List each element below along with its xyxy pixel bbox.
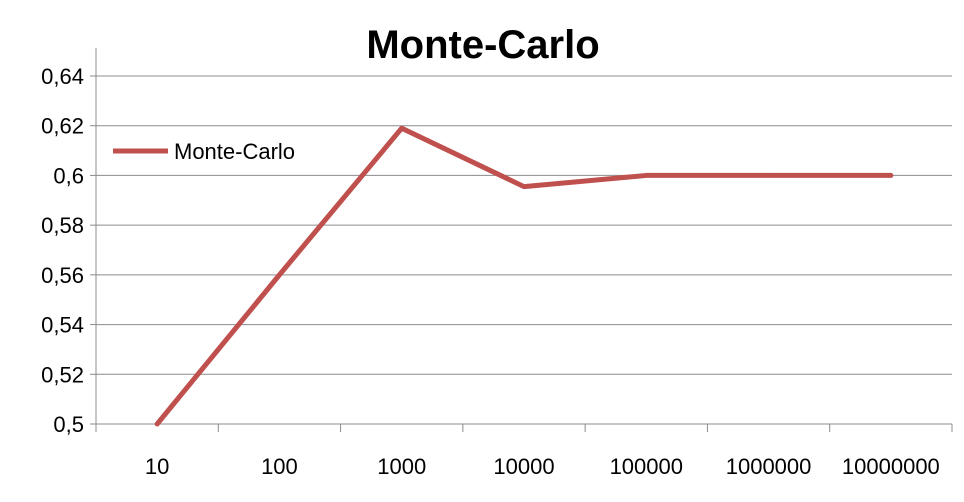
- y-tick-label: 0,6: [53, 163, 84, 188]
- data-point: [523, 186, 525, 188]
- data-point: [768, 174, 770, 176]
- legend-label: Monte-Carlo: [174, 139, 295, 164]
- x-tick-label: 10000: [493, 454, 554, 479]
- x-tick-label: 1000000: [726, 454, 812, 479]
- series-line: [154, 125, 894, 427]
- x-tick-label: 100000: [610, 454, 683, 479]
- series-lines: [154, 125, 894, 427]
- x-tick-label: 1000: [377, 454, 426, 479]
- y-tick-label: 0,64: [41, 64, 84, 89]
- y-tick-label: 0,62: [41, 114, 84, 139]
- y-tick-label: 0,58: [41, 213, 84, 238]
- data-point: [645, 174, 647, 176]
- gridlines: [96, 75, 952, 375]
- data-point: [401, 127, 403, 129]
- data-point: [890, 174, 892, 176]
- chart-title: Monte-Carlo: [366, 23, 599, 67]
- x-tick-label: 100: [261, 454, 298, 479]
- legend: Monte-Carlo: [113, 139, 295, 164]
- y-axis-tick-labels: 0,5 0,52 0,54 0,56 0,58 0,6 0,62 0,64: [41, 64, 84, 437]
- y-tick-label: 0,52: [41, 362, 84, 387]
- axes: [90, 48, 953, 432]
- y-tick-label: 0,5: [53, 412, 84, 437]
- x-tick-label: 10: [145, 454, 169, 479]
- data-point: [156, 423, 158, 425]
- x-tick-label: 10000000: [842, 454, 940, 479]
- y-tick-label: 0,54: [41, 313, 84, 338]
- data-point: [278, 274, 280, 276]
- x-axis-tick-labels: 10 100 1000 10000 100000 1000000 10000000: [145, 454, 940, 479]
- y-tick-label: 0,56: [41, 263, 84, 288]
